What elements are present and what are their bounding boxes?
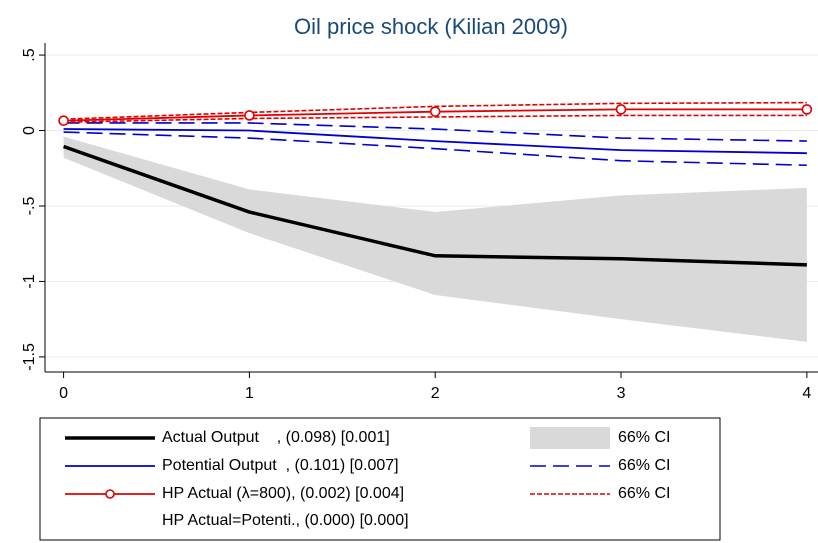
legend-label: 66% CI xyxy=(618,485,670,502)
legend-key xyxy=(530,427,610,449)
y-tick-label: .5 xyxy=(21,48,38,61)
legend-label: HP Actual=Potenti., (0.000) [0.000] xyxy=(162,512,409,529)
legend-label: Actual Output , (0.098) [0.001] xyxy=(162,429,390,446)
chart-title: Oil price shock (Kilian 2009) xyxy=(294,14,568,39)
x-tick-label: 3 xyxy=(617,385,626,402)
point xyxy=(429,106,441,117)
point xyxy=(801,104,813,115)
legend-label: 66% CI xyxy=(618,429,670,446)
x-tick-label: 0 xyxy=(59,385,68,402)
legend-key-marker xyxy=(105,489,115,499)
point xyxy=(615,104,627,115)
series-line xyxy=(62,144,807,267)
x-tick-label: 1 xyxy=(245,385,254,402)
y-tick-label: -1 xyxy=(21,274,38,288)
series-line xyxy=(63,128,807,155)
point xyxy=(58,115,69,127)
y-tick-label: -.5 xyxy=(21,197,38,216)
legend-label: Potential Output , (0.101) [0.007] xyxy=(162,457,399,474)
x-tick-label: 4 xyxy=(802,385,811,402)
ci-line xyxy=(63,122,807,142)
legend-label: 66% CI xyxy=(618,457,670,474)
legend-label: HP Actual (λ=800), (0.002) [0.004] xyxy=(162,485,404,502)
y-tick-label: 0 xyxy=(21,126,38,135)
y-tick-label: -1.5 xyxy=(21,343,38,371)
ci-area xyxy=(63,136,807,342)
ci-line xyxy=(63,131,807,167)
point xyxy=(244,110,255,121)
x-tick-label: 2 xyxy=(431,385,440,402)
